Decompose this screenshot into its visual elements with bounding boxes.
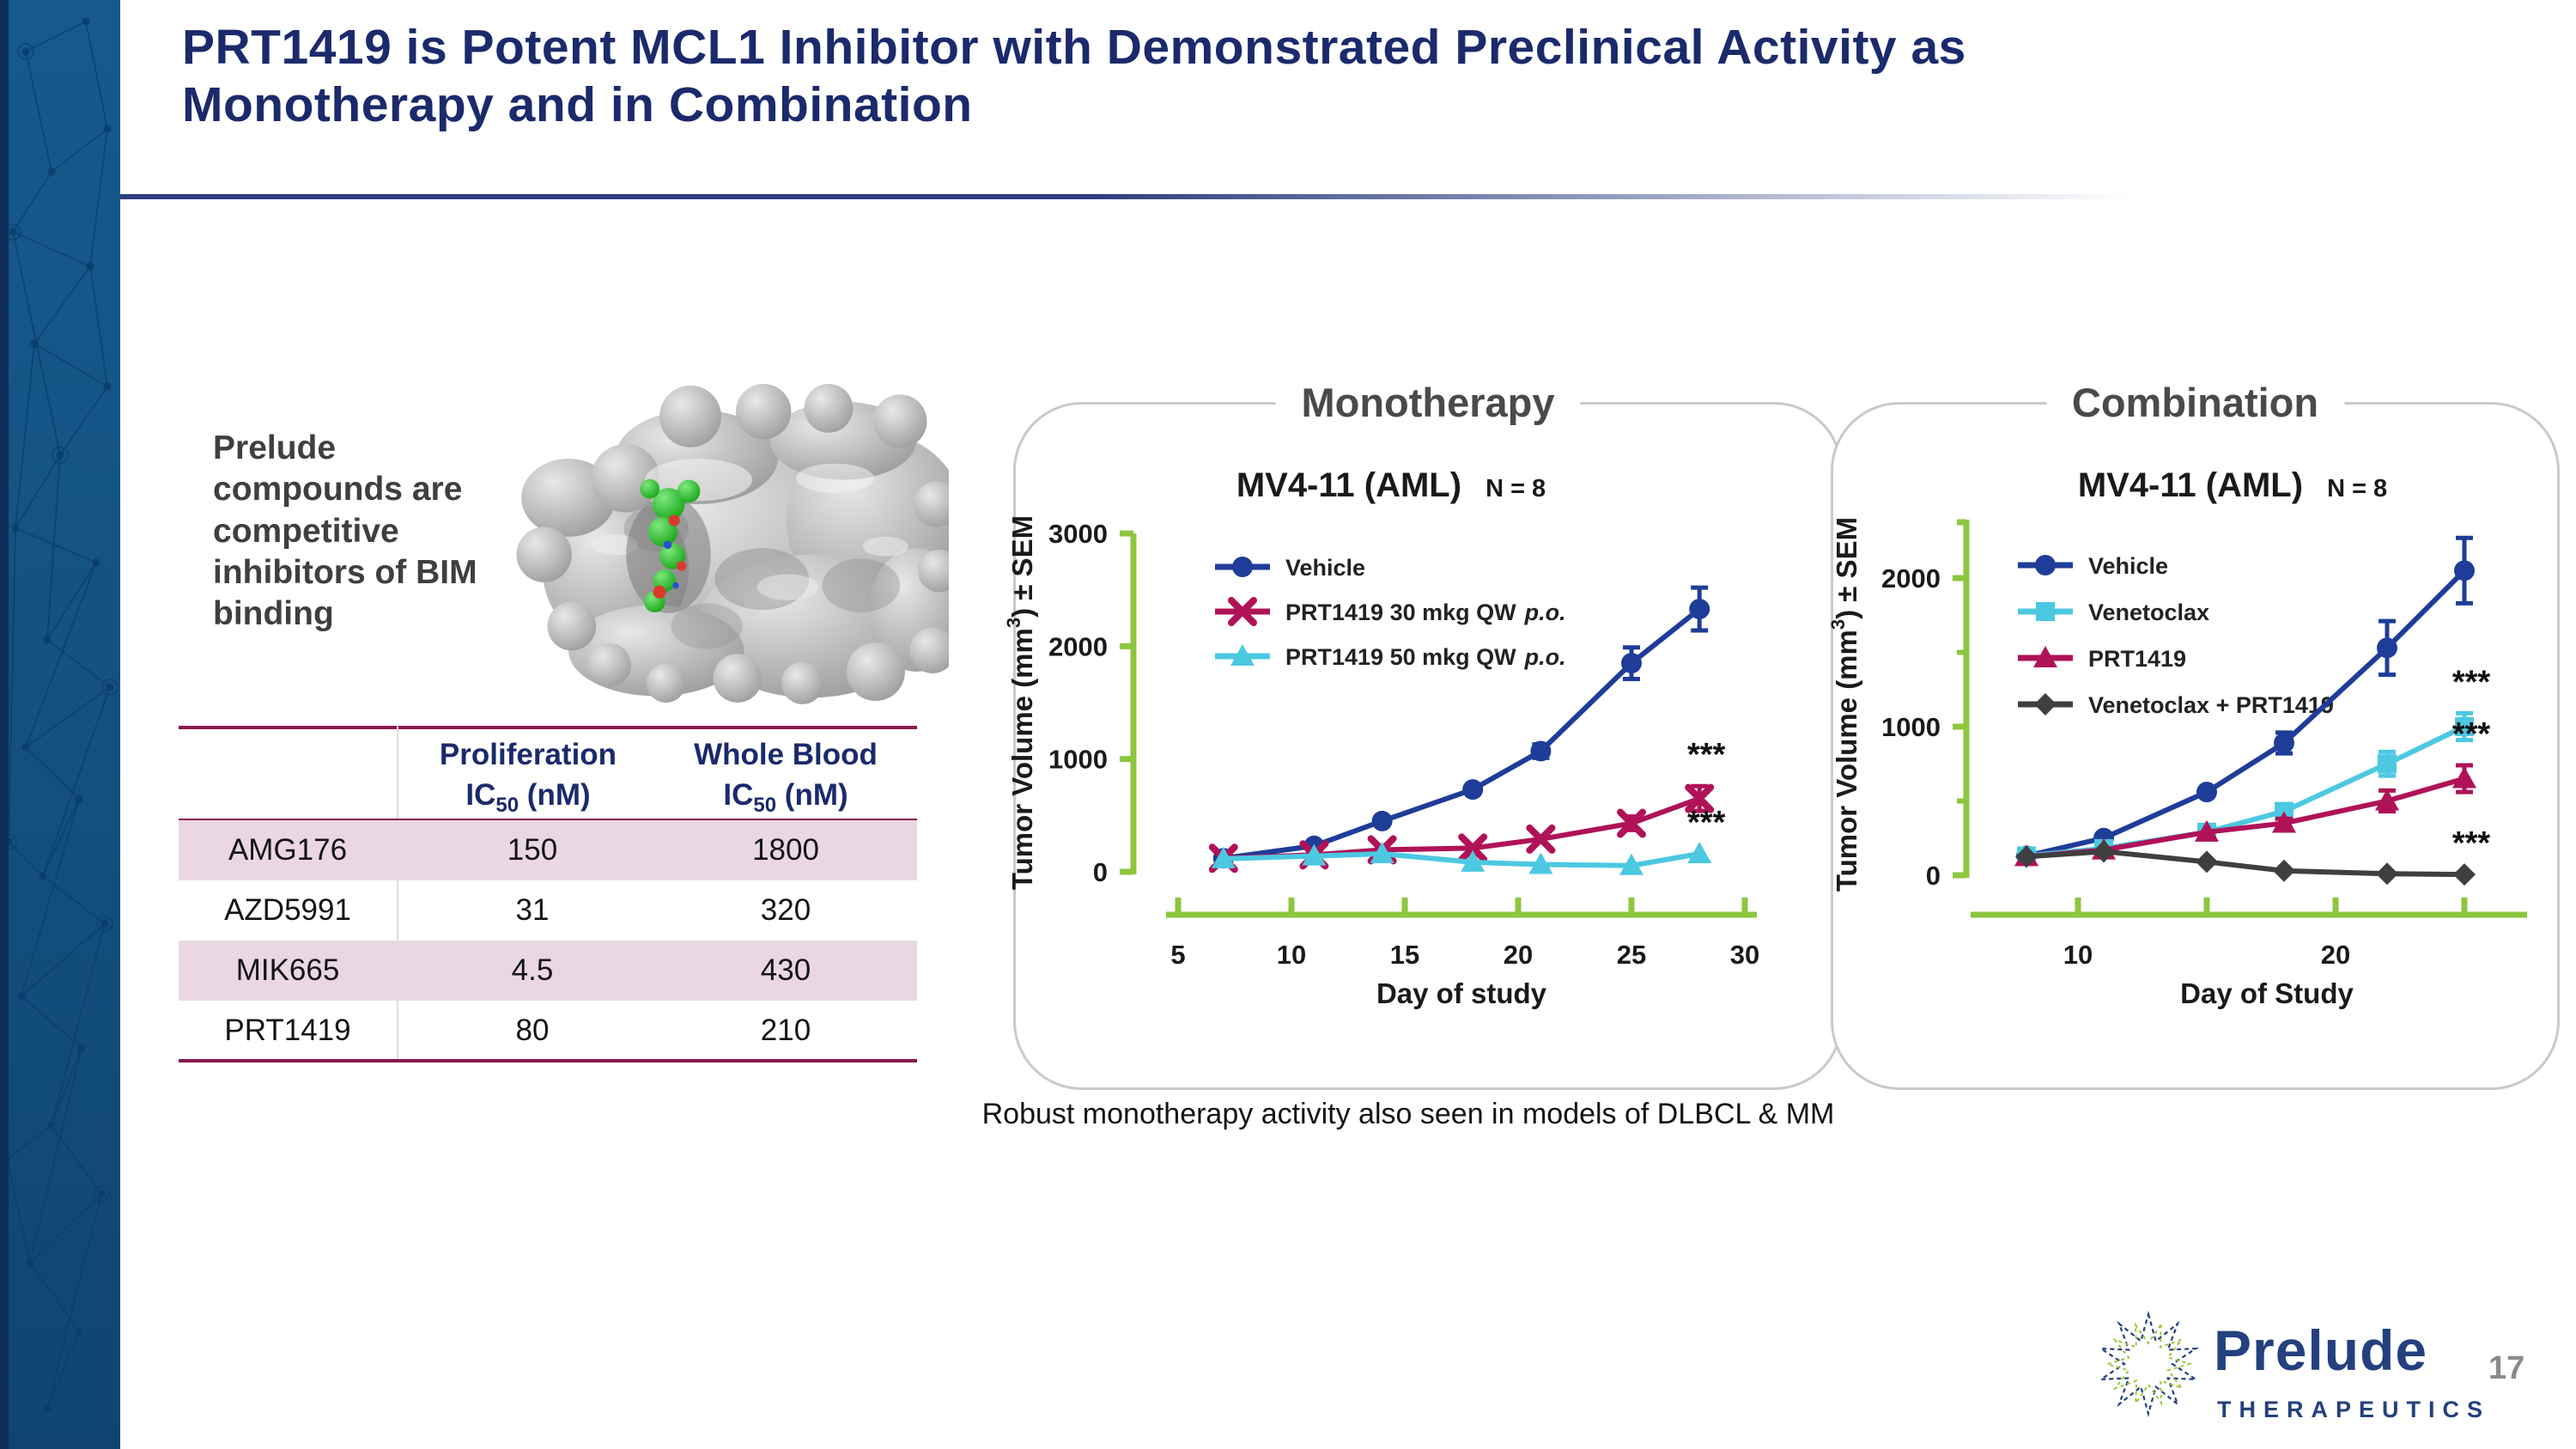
compound-name: MIK665 [235,953,340,987]
prelude-logo-icon [2097,1310,2200,1418]
logo-subtitle: THERAPEUTICS [2217,1397,2491,1422]
column-header-proliferation: Proliferation IC50 (nM) [439,738,617,818]
logo-wordmark: Prelude [2214,1318,2428,1382]
table-row: AMG176 150 1800 [179,820,917,880]
ic50-value: 4.5 [511,953,554,987]
title-underline-rule [120,194,2284,199]
monotherapy-panel: Monotherapy [1013,378,1843,1090]
ic50-value: 210 [760,1014,811,1047]
left-decorative-band [0,0,120,1449]
protein-surface [516,383,949,704]
ic50-value: 1800 [752,833,819,867]
slide-title: PRT1419 is Potent MCL1 Inhibitor with De… [182,19,2380,135]
band-edge-strip [0,0,9,1449]
ic50-value: 430 [760,953,811,987]
ligand-binding-pocket [626,478,711,613]
ic50-table-rows: AMG176 150 1800 AZD5991 31 320 MIK665 4.5 430 PRT… [179,820,917,1061]
slide-title-line1: PRT1419 is Potent MCL1 Inhibitor with De… [182,20,1966,75]
protein-structure-image [516,383,949,704]
ic50-value: 31 [515,893,550,927]
column-header-whole-blood: Whole Blood IC50 (nM) [694,738,878,818]
ic50-value: 150 [507,833,558,867]
table-row: MIK665 4.5 430 [179,941,917,1001]
ic50-value: 80 [515,1014,550,1047]
compound-name: AZD5991 [224,893,351,927]
table-header-row: Proliferation IC50 (nM) Whole Blood IC50… [179,734,917,819]
monotherapy-panel-title: Monotherapy [1275,378,1581,426]
compound-name: AMG176 [228,833,348,867]
slide-title-line2: Monotherapy and in Combination [182,77,973,133]
table-row: PRT1419 80 210 [179,1001,917,1061]
bottom-caption: Robust monotherapy activity also seen in… [981,1098,1835,1130]
table-row: AZD5991 31 320 [179,880,917,941]
bim-binding-note: Prelude compounds are competitive inhibi… [213,429,477,633]
table-bottom-rule [179,1059,917,1062]
compound-name: PRT1419 [224,1014,351,1047]
combination-panel: Combination [1831,378,2560,1090]
network-mesh-graphic [0,17,118,1413]
ic50-value: 320 [760,893,811,927]
combination-panel-title: Combination [2045,378,2345,426]
ic50-table: Proliferation IC50 (nM) Whole Blood IC50… [179,726,917,1062]
table-top-rule [179,726,917,729]
table-column-divider [397,726,398,1061]
page-number: 17 [2488,1350,2525,1386]
